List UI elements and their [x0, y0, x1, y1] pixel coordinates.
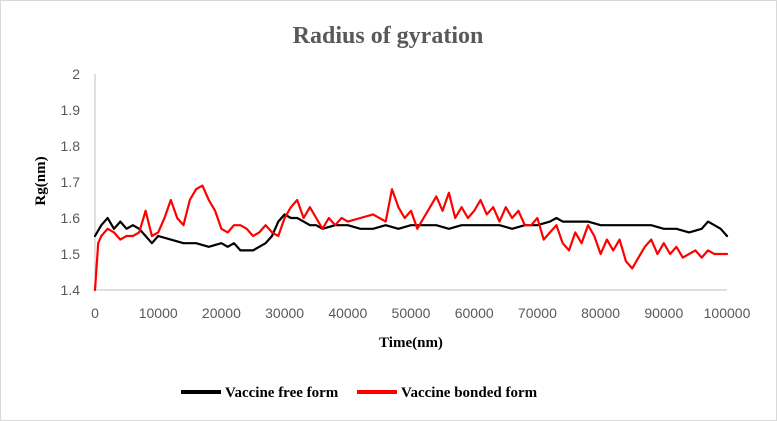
- y-tick-label: 1.8: [61, 138, 81, 154]
- series-line-2: [93, 184, 729, 292]
- x-tick-label: 80000: [581, 305, 620, 321]
- legend-label-2: Vaccine bonded form: [401, 385, 538, 401]
- series-layer: [93, 184, 729, 292]
- y-tick-label: 1.4: [61, 282, 81, 298]
- y-axis-label: Rg(nm): [33, 156, 49, 205]
- x-tick-label: 20000: [202, 305, 241, 321]
- y-tick-label: 1.5: [61, 246, 81, 262]
- legend-label-1: Vaccine free form: [225, 385, 339, 401]
- x-tick-label: 40000: [328, 305, 367, 321]
- x-tick-label: 100000: [704, 305, 751, 321]
- x-tick-label: 0: [91, 305, 99, 321]
- y-axis-tick-labels: 1.4 1.5 1.6 1.7 1.8 1.9 2: [61, 66, 81, 298]
- y-tick-label: 1.7: [61, 174, 81, 190]
- x-tick-label: 30000: [265, 305, 304, 321]
- x-axis-label: Time(nm): [379, 335, 443, 351]
- x-axis-tick-labels: 0 10000 20000 30000 40000 50000 60000 70000 8000…: [91, 305, 750, 321]
- x-tick-label: 50000: [392, 305, 431, 321]
- legend: Vaccine free form Vaccine bonded form: [181, 385, 538, 401]
- y-tick-label: 1.6: [61, 210, 81, 226]
- x-tick-label: 10000: [139, 305, 178, 321]
- y-tick-label: 2: [72, 66, 80, 82]
- x-tick-label: 90000: [644, 305, 683, 321]
- x-tick-label: 70000: [518, 305, 557, 321]
- x-tick-label: 60000: [455, 305, 494, 321]
- y-tick-label: 1.9: [61, 102, 81, 118]
- chart-title: Radius of gyration: [293, 23, 484, 49]
- series-line-1: [93, 213, 729, 252]
